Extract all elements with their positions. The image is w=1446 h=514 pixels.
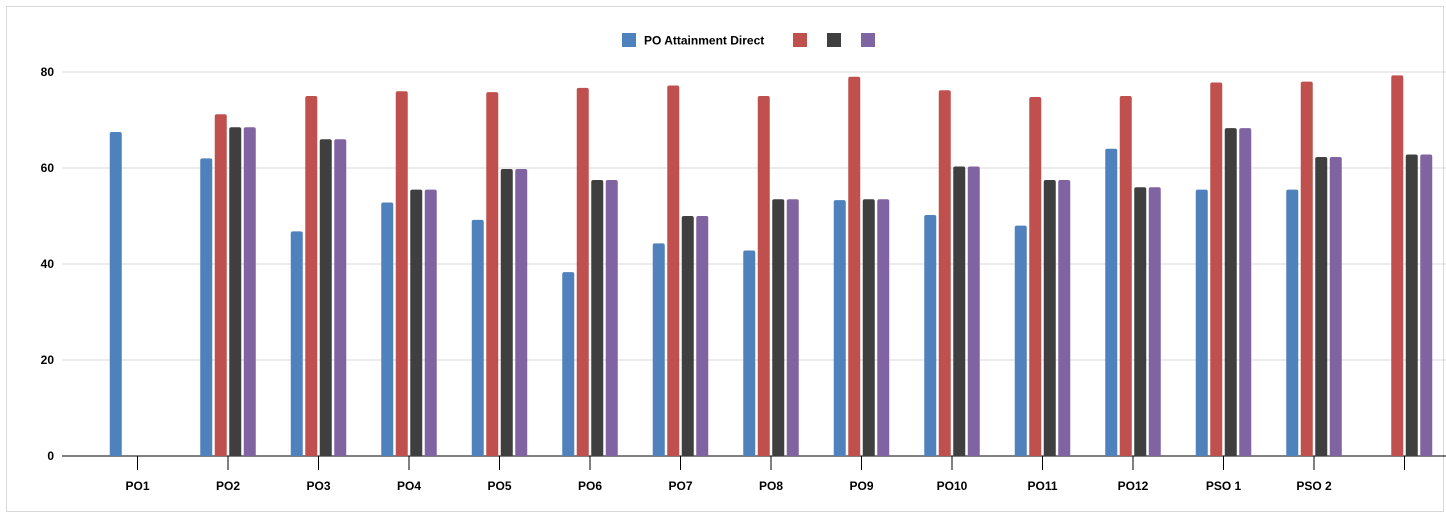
bar-series-2-po12 xyxy=(1119,96,1132,456)
bar-series-4-po4 xyxy=(424,189,437,456)
bar-series-3-unlabeled xyxy=(1405,154,1418,456)
bar-series-4-po2 xyxy=(243,127,256,456)
legend-swatch-series-1 xyxy=(622,33,636,47)
x-tick-label: PO4 xyxy=(397,479,421,493)
x-tick-label: PO2 xyxy=(216,479,240,493)
bar-series-2-po11 xyxy=(1029,96,1042,457)
bar-series-1-po12 xyxy=(1105,148,1118,457)
y-tick-label: 60 xyxy=(41,161,55,175)
bar-series-3-pso-1 xyxy=(1224,128,1237,456)
bar-series-3-po7 xyxy=(681,216,694,456)
bar-series-4-pso-1 xyxy=(1239,128,1252,456)
bar-series-2-po7 xyxy=(667,85,680,456)
bar-series-1-po1 xyxy=(109,132,122,456)
bar-series-2-po3 xyxy=(305,96,318,456)
bar-series-1-po5 xyxy=(471,219,484,456)
bar-series-4-po11 xyxy=(1058,180,1071,456)
x-tick-label: PO8 xyxy=(759,479,783,493)
bar-series-1-po9 xyxy=(833,200,846,456)
x-tick-label: PO10 xyxy=(937,479,968,493)
x-axis: PO1 PO2 PO3 PO4 PO5 PO6 PO7 PO8 PO9 PO10 PO11 PO12 P… xyxy=(125,456,1405,493)
bar-series-2-po10 xyxy=(938,90,951,457)
y-tick-label: 0 xyxy=(47,449,54,463)
y-tick-label: 40 xyxy=(41,257,55,271)
bar-series-1-po2 xyxy=(200,158,213,456)
x-tick-label: PO1 xyxy=(125,479,149,493)
bar-series-1-pso-2 xyxy=(1286,189,1299,456)
x-tick-label: PO3 xyxy=(306,479,330,493)
bar-series-3-po5 xyxy=(500,168,513,456)
x-tick-label: PO7 xyxy=(668,479,692,493)
bar-series-1-po6 xyxy=(562,272,575,456)
y-tick-label: 80 xyxy=(41,65,55,79)
bar-series-4-po10 xyxy=(967,166,980,456)
bar-series-3-po11 xyxy=(1043,180,1056,456)
bar-series-2-po5 xyxy=(486,92,499,456)
x-tick-label: PSO 2 xyxy=(1296,479,1332,493)
bar-series-2-po6 xyxy=(576,87,589,456)
legend-swatch-series-2 xyxy=(793,33,807,47)
bar-series-2-unlabeled xyxy=(1391,75,1404,457)
x-tick-label: PO5 xyxy=(487,479,511,493)
bar-series-2-pso-1 xyxy=(1210,82,1223,456)
y-axis: 0 20 40 60 80 xyxy=(41,65,55,463)
bar-series-1-po4 xyxy=(381,202,394,456)
bar-series-1-po7 xyxy=(652,243,665,456)
bar-series-3-po4 xyxy=(410,189,423,456)
bar-series-2-po2 xyxy=(214,114,227,457)
bar-series-3-po10 xyxy=(953,166,966,456)
x-tick-label: PO12 xyxy=(1118,479,1149,493)
bar-series-4-po5 xyxy=(515,168,528,456)
legend: PO Attainment Direct xyxy=(622,33,875,48)
bar-series-2-po8 xyxy=(757,96,770,456)
bar-series-2-pso-2 xyxy=(1300,81,1313,456)
bar-series-4-po7 xyxy=(696,216,709,456)
bar-series-2-po9 xyxy=(848,76,861,457)
bar-series-1-pso-1 xyxy=(1195,189,1208,456)
legend-label-series-1: PO Attainment Direct xyxy=(644,34,764,48)
bar-series-1-po10 xyxy=(924,215,937,456)
bar-series-1-po3 xyxy=(290,231,303,456)
bar-series-3-po2 xyxy=(229,127,242,456)
y-tick-label: 20 xyxy=(41,353,55,367)
bar-series-4-pso-2 xyxy=(1329,156,1342,456)
bar-series-3-po12 xyxy=(1134,187,1147,456)
x-tick-label: PO9 xyxy=(849,479,873,493)
bar-series-4-po3 xyxy=(334,139,347,456)
legend-swatch-series-4 xyxy=(861,33,875,47)
x-tick-label: PSO 1 xyxy=(1206,479,1242,493)
bar-series-4-unlabeled xyxy=(1420,154,1433,456)
bar-series-1-po8 xyxy=(743,250,756,456)
bar-series-2-po4 xyxy=(395,91,408,456)
x-tick-label: PO6 xyxy=(578,479,602,493)
bar-series-4-po9 xyxy=(877,199,890,456)
legend-swatch-series-3 xyxy=(827,33,841,47)
bar-series-4-po6 xyxy=(605,180,618,456)
bar-series-4-po12 xyxy=(1148,187,1161,456)
bar-series-4-po8 xyxy=(786,199,799,456)
bar-series-3-po3 xyxy=(319,139,332,456)
bar-series-3-po9 xyxy=(862,199,875,456)
x-tick-label: PO11 xyxy=(1027,479,1057,493)
bar-series-1-po11 xyxy=(1014,225,1027,456)
bar-series-3-pso-2 xyxy=(1315,156,1328,456)
bar-series-3-po8 xyxy=(772,199,785,456)
bar-series-3-po6 xyxy=(591,180,604,456)
bars xyxy=(109,75,1433,457)
